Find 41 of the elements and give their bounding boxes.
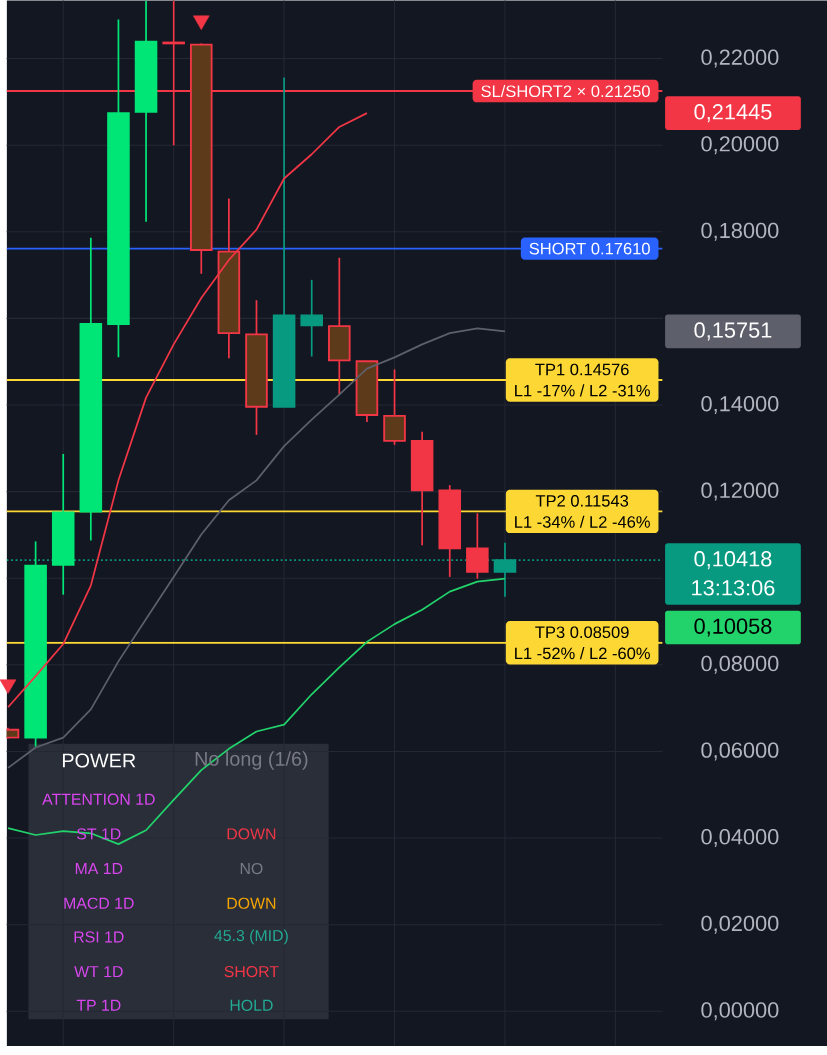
text: 0,21445 bbox=[694, 104, 772, 123]
y-tick-label: 0,20000 bbox=[701, 136, 779, 155]
candlestick bbox=[300, 278, 323, 358]
annotation: MA 1D bbox=[75, 863, 123, 875]
annotation: HOLD bbox=[230, 999, 273, 1011]
ref-line-label: TP1 0.14576 bbox=[535, 363, 629, 376]
annotation: MACD 1D bbox=[64, 897, 134, 909]
text: 0,10058 bbox=[694, 618, 772, 637]
y-tick-label: 0,18000 bbox=[701, 222, 779, 241]
line-series bbox=[7, 577, 506, 845]
annotation: SHORT bbox=[224, 966, 279, 978]
annotation: NO bbox=[240, 862, 263, 875]
annotation: POWER bbox=[62, 753, 136, 768]
annotation: TP 1D bbox=[76, 999, 121, 1011]
y-tick-label: 0,06000 bbox=[701, 742, 779, 761]
annotation: DOWN bbox=[227, 828, 276, 840]
candlestick bbox=[466, 512, 489, 580]
line-series bbox=[7, 327, 506, 769]
ref-line-label: TP2 0.11543 bbox=[535, 494, 629, 507]
annotation: RSI 1D bbox=[74, 931, 124, 943]
annotation: DOWN bbox=[227, 897, 276, 909]
ref-line-label: SL/SHORT2 × 0.21250 bbox=[481, 84, 650, 98]
y-tick-label: 0,02000 bbox=[701, 915, 779, 934]
y-tick-label: 0,00000 bbox=[701, 1002, 779, 1021]
y-tick-label: 0,14000 bbox=[701, 395, 779, 415]
annotation: L1 -34% / L2 -46% bbox=[515, 515, 650, 528]
annotation: L1 -17% / L2 -31% bbox=[515, 384, 650, 397]
text: 0,15751 bbox=[694, 322, 772, 341]
annotation: WT 1D bbox=[74, 966, 123, 978]
y-tick-label: 0,04000 bbox=[701, 829, 779, 848]
ref-line-label: SHORT 0.17610 bbox=[529, 242, 650, 255]
y-tick-label: 0,12000 bbox=[701, 482, 779, 501]
y-tick-label: 0,08000 bbox=[701, 655, 779, 674]
ref-line-label: TP3 0.08509 bbox=[535, 626, 629, 639]
annotation: 45.3 (MID) bbox=[214, 929, 288, 945]
line-series bbox=[7, 112, 368, 709]
annotation: ATTENTION 1D bbox=[42, 793, 155, 805]
annotation: L1 -52% / L2 -60% bbox=[515, 647, 650, 660]
ref-line-label: 0,10418 bbox=[694, 551, 772, 570]
text: 13:13:06 bbox=[692, 580, 775, 596]
y-tick-label: 0,22000 bbox=[701, 49, 779, 68]
